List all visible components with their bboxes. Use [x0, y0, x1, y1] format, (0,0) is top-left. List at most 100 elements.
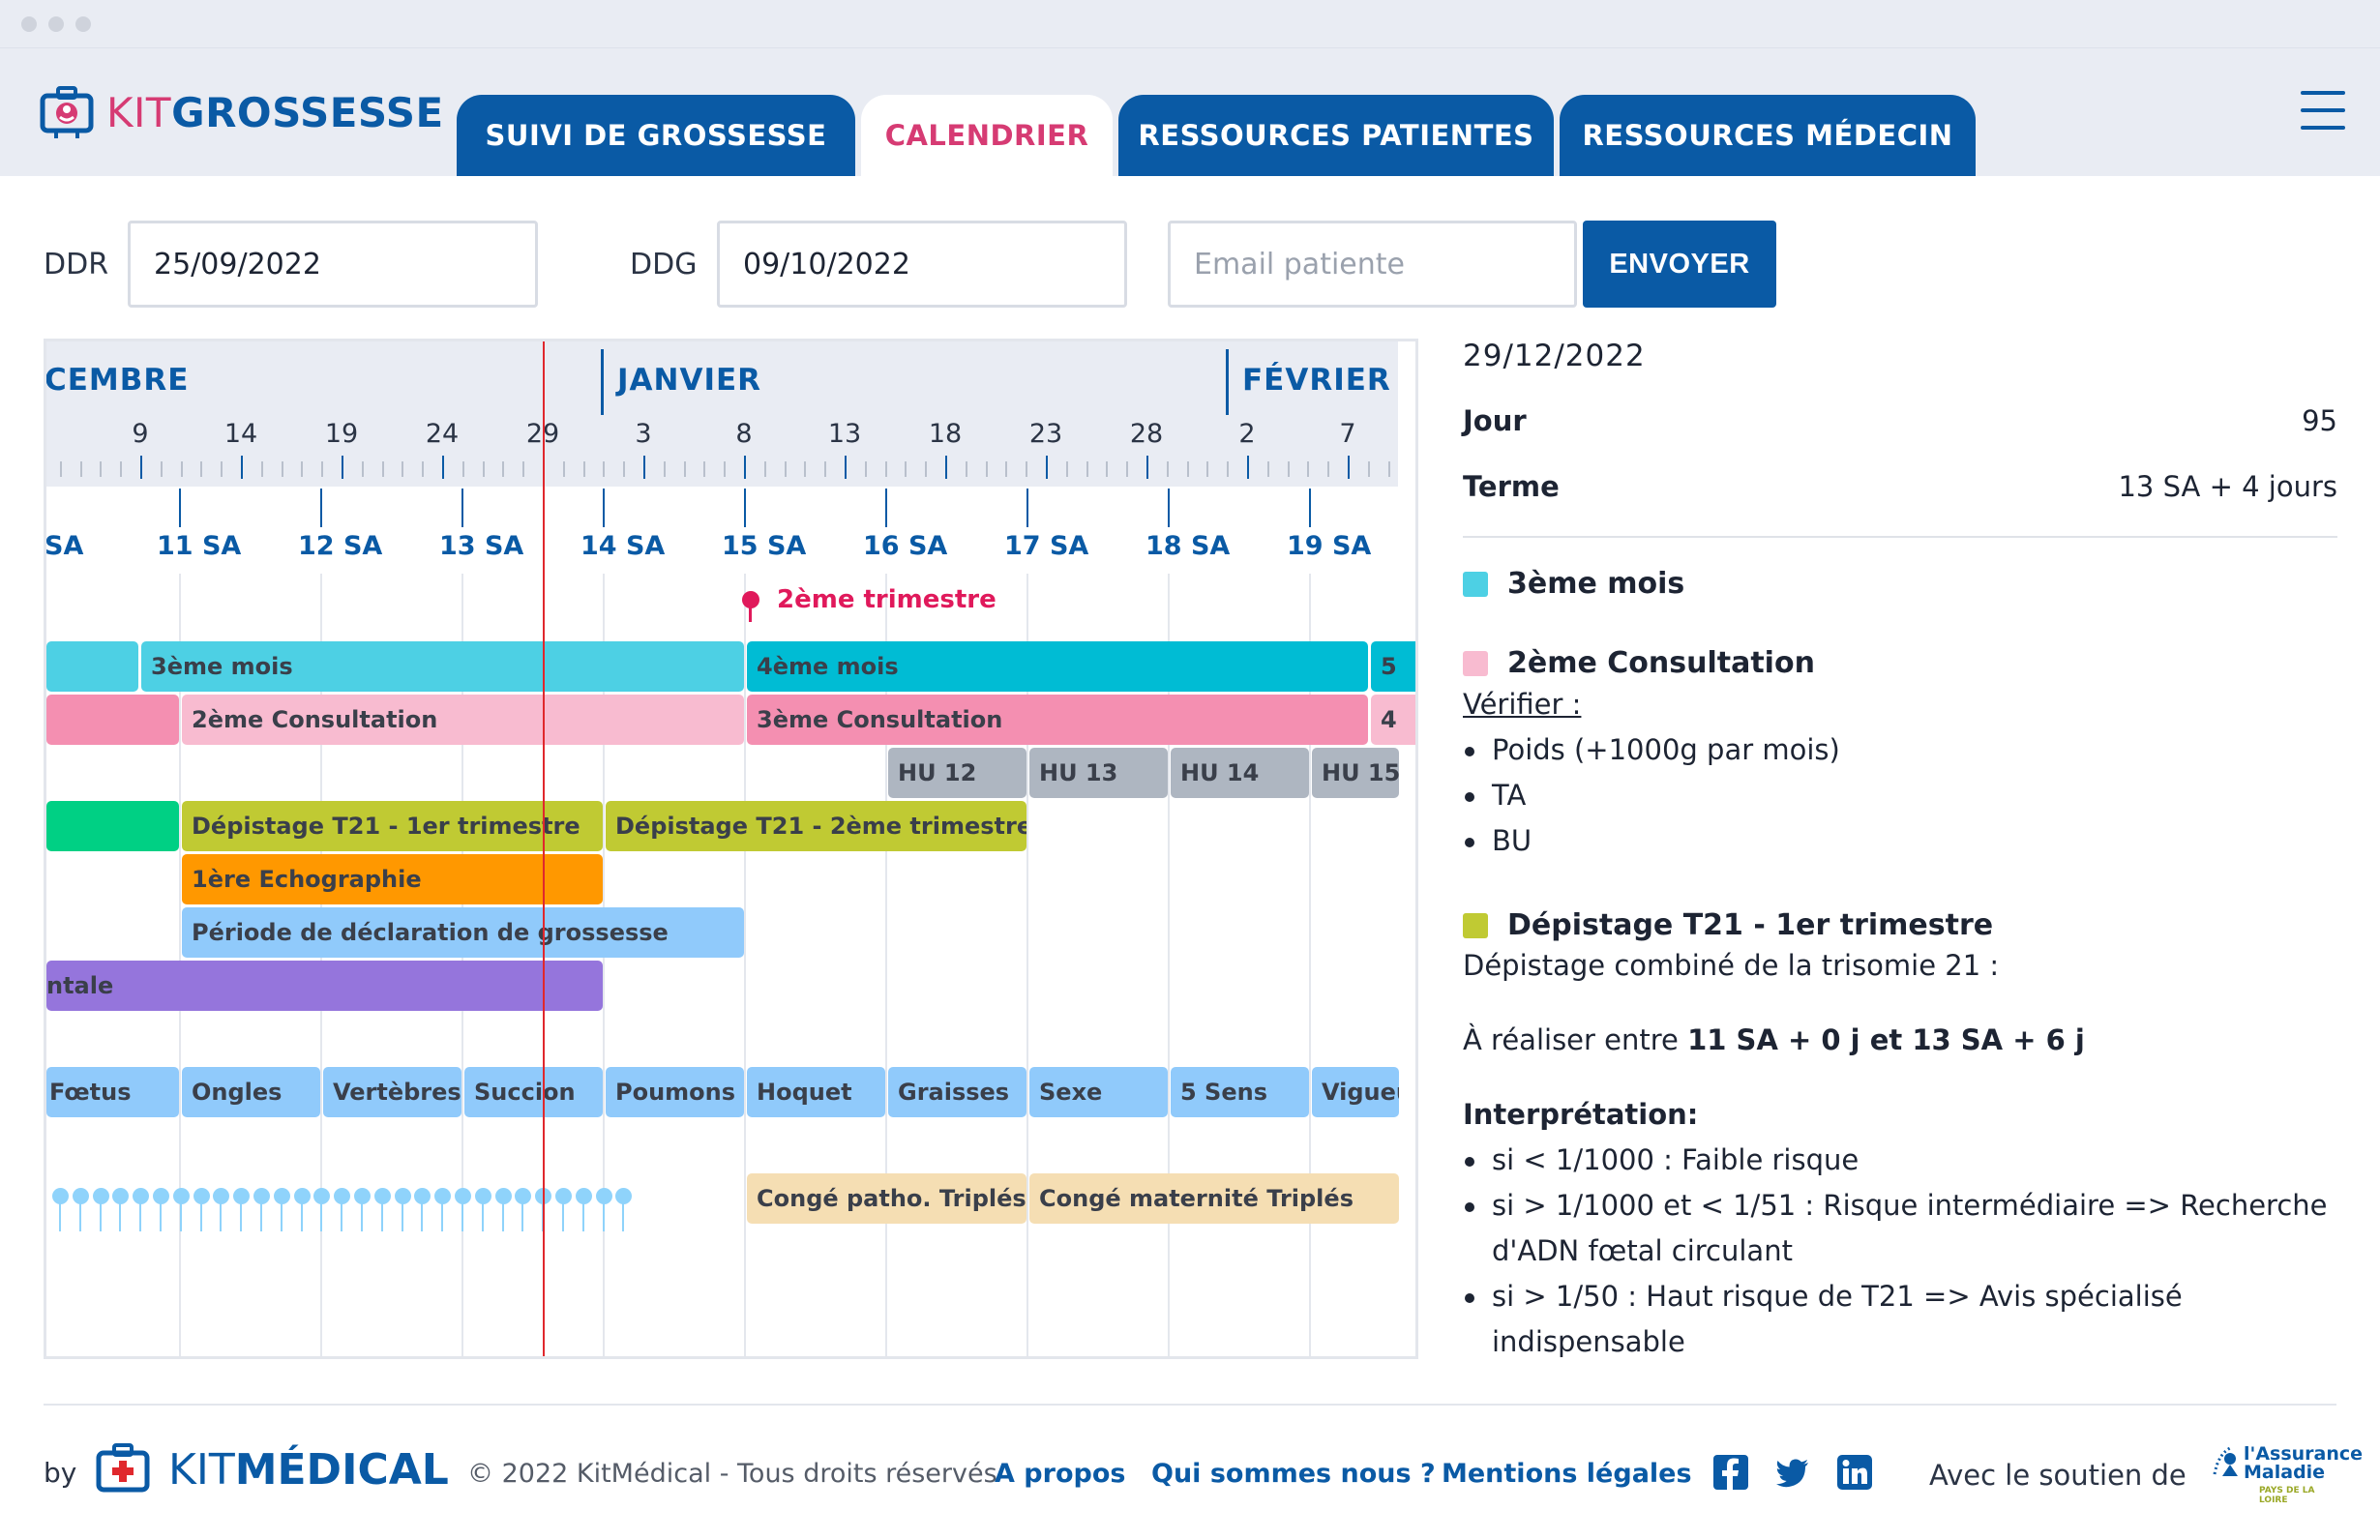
daily-dot[interactable]: [455, 1188, 471, 1204]
foetus-item[interactable]: Sexe: [1029, 1067, 1168, 1117]
kitmedical-logo[interactable]: KITMÉDICAL: [95, 1441, 449, 1497]
daily-dot[interactable]: [374, 1188, 391, 1204]
daily-dot[interactable]: [93, 1188, 109, 1204]
foetus-item[interactable]: Vertèbres: [323, 1067, 461, 1117]
foetus-item[interactable]: Succion: [464, 1067, 603, 1117]
daily-dot[interactable]: [395, 1188, 411, 1204]
week-label: 16 SA: [863, 531, 948, 561]
bar-3eme-consultation[interactable]: 3ème Consultation: [747, 695, 1368, 745]
bar-green[interactable]: [46, 801, 179, 851]
bar-prenatale[interactable]: ntale: [46, 961, 603, 1011]
bar-1ere-echographie[interactable]: 1ère Echographie: [182, 854, 603, 904]
daily-dot-stem: [461, 1202, 463, 1231]
foetus-item[interactable]: Poumons: [606, 1067, 744, 1117]
bar-3eme-mois[interactable]: 3ème mois: [141, 641, 744, 692]
daily-dot[interactable]: [173, 1188, 190, 1204]
bar-4eme-mois[interactable]: 4ème mois: [747, 641, 1368, 692]
daily-dot[interactable]: [313, 1188, 330, 1204]
daily-dot[interactable]: [596, 1188, 612, 1204]
email-patiente-input[interactable]: [1168, 221, 1577, 308]
bar-4eme-consultation[interactable]: 4: [1371, 695, 1415, 745]
day-tick: [925, 461, 927, 477]
day-tick: [563, 461, 565, 477]
foetus-item[interactable]: 5 Sens: [1171, 1067, 1309, 1117]
daily-dot[interactable]: [153, 1188, 169, 1204]
daily-dot[interactable]: [555, 1188, 572, 1204]
foetus-item[interactable]: Vigueu: [1312, 1067, 1399, 1117]
daily-dot[interactable]: [193, 1188, 210, 1204]
day-tick: [1066, 461, 1068, 477]
bar-conge-patho-triples[interactable]: Congé patho. Triplés: [747, 1173, 1026, 1224]
daily-dot-stem: [361, 1202, 363, 1231]
facebook-icon[interactable]: [1713, 1455, 1748, 1490]
week-label: 18 SA: [1145, 531, 1231, 561]
daily-dot[interactable]: [515, 1188, 531, 1204]
daily-dot-stem: [160, 1202, 162, 1231]
daily-dot[interactable]: [73, 1188, 89, 1204]
bar-hu-12[interactable]: HU 12: [888, 748, 1026, 798]
bar-mois-prev[interactable]: [46, 641, 138, 692]
calendar-timeline[interactable]: CEMBRE JANVIER FÉVRIER 9 14 19 24 29 3 8…: [44, 339, 1418, 1359]
bar-1ere-consultation[interactable]: [46, 695, 179, 745]
daily-dot[interactable]: [213, 1188, 229, 1204]
day-label: 28: [1129, 419, 1164, 449]
bar-2eme-consultation[interactable]: 2ème Consultation: [182, 695, 744, 745]
daily-dot[interactable]: [475, 1188, 491, 1204]
foetus-item[interactable]: Hoquet: [747, 1067, 885, 1117]
week-label: 11 SA: [157, 531, 242, 561]
foetus-item[interactable]: Fœtus: [46, 1067, 179, 1117]
tab-ressources-patientes[interactable]: RESSOURCES PATIENTES: [1118, 95, 1554, 176]
twitter-icon[interactable]: [1775, 1455, 1810, 1490]
day-tick: [664, 461, 666, 477]
link-qui-sommes-nous[interactable]: Qui sommes nous ?: [1151, 1459, 1436, 1489]
day-major-tick: [643, 456, 645, 479]
daily-dot-stem: [603, 1202, 605, 1231]
section-2eme-consultation: 2ème Consultation: [1463, 646, 1815, 680]
daily-dot[interactable]: [253, 1188, 270, 1204]
daily-dot-stem: [622, 1202, 624, 1231]
bar-hu-14[interactable]: HU 14: [1171, 748, 1309, 798]
daily-dot[interactable]: [294, 1188, 311, 1204]
tab-suivi-de-grossesse[interactable]: SUIVI DE GROSSESSE: [457, 95, 855, 176]
tab-ressources-medecin[interactable]: RESSOURCES MÉDECIN: [1560, 95, 1976, 176]
linkedin-icon[interactable]: [1837, 1455, 1872, 1490]
foetus-item[interactable]: Graisses: [888, 1067, 1026, 1117]
link-a-propos[interactable]: A propos: [995, 1459, 1126, 1489]
foetus-item[interactable]: Ongles: [182, 1067, 320, 1117]
link-mentions-legales[interactable]: Mentions légales: [1442, 1459, 1692, 1489]
daily-dot[interactable]: [576, 1188, 592, 1204]
assurance-maladie-logo[interactable]: l'Assurance Maladie PAYS DE LA LOIRE: [2209, 1441, 2363, 1509]
ddg-input[interactable]: [717, 221, 1127, 308]
bar-hu-13[interactable]: HU 13: [1029, 748, 1168, 798]
daily-dot[interactable]: [112, 1188, 129, 1204]
daily-dot[interactable]: [354, 1188, 371, 1204]
kitgrossesse-logo[interactable]: KITGROSSESSE: [39, 81, 444, 143]
bar-hu-15[interactable]: HU 15: [1312, 748, 1399, 798]
t21-realisation: À réaliser entre 11 SA + 0 j et 13 SA + …: [1463, 1018, 2085, 1063]
daily-dot[interactable]: [414, 1188, 431, 1204]
send-button[interactable]: ENVOYER: [1583, 221, 1776, 308]
bar-5eme-mois[interactable]: 5: [1371, 641, 1415, 692]
daily-dot[interactable]: [495, 1188, 512, 1204]
week-label: 19 SA: [1287, 531, 1372, 561]
week-gridline: [603, 574, 605, 1356]
footer-logo-text: KITMÉDICAL: [168, 1445, 449, 1495]
day-tick: [1026, 461, 1027, 477]
daily-dot[interactable]: [615, 1188, 632, 1204]
bar-depistage-t21-1er[interactable]: Dépistage T21 - 1er trimestre: [182, 801, 603, 851]
daily-dot[interactable]: [434, 1188, 451, 1204]
ddr-input[interactable]: [128, 221, 538, 308]
daily-dot[interactable]: [133, 1188, 149, 1204]
bar-periode-declaration[interactable]: Période de déclaration de grossesse: [182, 907, 744, 958]
day-tick: [1167, 461, 1169, 477]
menu-hamburger-icon[interactable]: [2301, 91, 2345, 130]
daily-dot[interactable]: [274, 1188, 290, 1204]
daily-dot[interactable]: [334, 1188, 350, 1204]
bar-conge-maternite-triples[interactable]: Congé maternité Triplés: [1029, 1173, 1399, 1224]
milestone-2eme-trimestre[interactable]: 2ème trimestre: [742, 585, 997, 622]
daily-dot[interactable]: [233, 1188, 250, 1204]
bar-depistage-t21-2eme[interactable]: Dépistage T21 - 2ème trimestre: [606, 801, 1026, 851]
day-label: 19: [324, 419, 359, 449]
tab-calendrier[interactable]: CALENDRIER: [861, 95, 1113, 176]
daily-dot[interactable]: [52, 1188, 69, 1204]
